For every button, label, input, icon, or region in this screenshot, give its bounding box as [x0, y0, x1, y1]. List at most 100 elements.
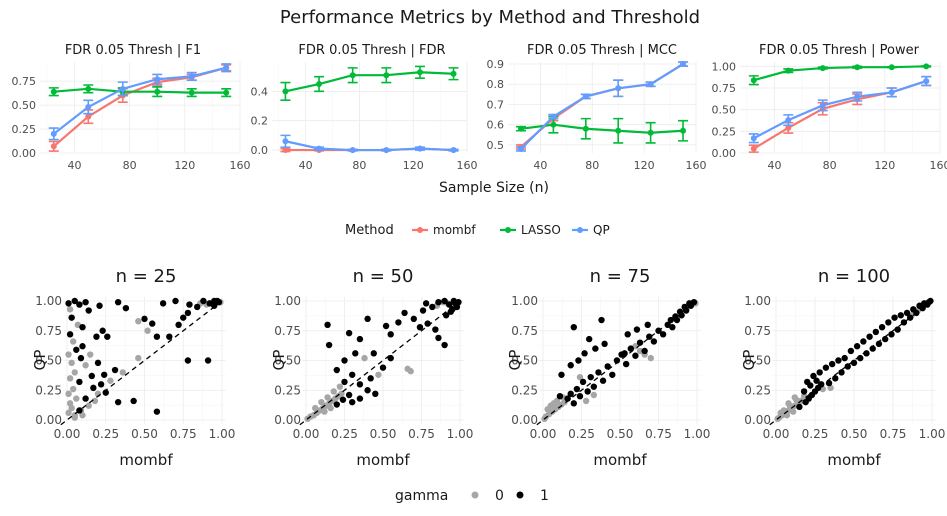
data-point — [154, 76, 161, 83]
scatter-point — [650, 338, 658, 345]
scatter-point — [422, 300, 430, 307]
data-point — [750, 145, 757, 152]
scatter-point — [88, 372, 96, 380]
method-legend-title: Method — [345, 223, 394, 238]
scatter-point — [401, 309, 408, 317]
scatter-point — [70, 338, 77, 345]
data-point — [785, 124, 792, 131]
scatter-point — [550, 400, 557, 407]
data-point — [349, 147, 356, 154]
scatter-point — [364, 315, 371, 323]
x-tick-label: 80 — [823, 159, 837, 172]
scatter-point — [65, 300, 72, 307]
data-point — [416, 69, 423, 76]
data-point — [282, 138, 289, 145]
scatter-point — [432, 326, 439, 333]
scatter-point — [194, 303, 201, 311]
scatter-point — [184, 309, 192, 317]
identity-line — [536, 300, 698, 426]
y-tick-label: 1.00 — [274, 294, 301, 308]
scatter-point — [789, 408, 797, 415]
scatter-point — [79, 343, 86, 350]
scatter-panel: n = 25 0.000.00 0.25 0.25 0.50 0.50 0.75 0.75 1.… — [31, 266, 235, 469]
x-tick-label: 0.50 — [841, 427, 868, 441]
y-tick-label: 1.00 — [744, 294, 771, 308]
y-tick-label: 1.00 — [35, 294, 62, 308]
scatter-point — [866, 333, 873, 340]
x-tick-label: 0.75 — [408, 427, 435, 441]
line-panels: FDR 0.05 Thresh | F1 0.00 0.25 0.50 0.75 40 80… — [12, 43, 947, 172]
scatter-panel: n = 75 0.000.00 0.25 0.25 0.50 0.50 0.75 0.75 1.… — [506, 266, 710, 469]
x-tick-label: 120 — [403, 159, 424, 172]
scatter-point — [667, 316, 675, 324]
x-tick-label: 160 — [930, 159, 947, 172]
method-legend-items: mombf LASSO QP — [412, 223, 610, 237]
scatter-point — [104, 333, 111, 340]
x-axis-label: mombf — [827, 451, 881, 469]
scatter-point — [361, 354, 368, 362]
identity-line — [299, 300, 461, 426]
gamma-legend-item-0: 0 — [471, 488, 504, 504]
scatter-point — [891, 314, 898, 321]
panel-title: n = 25 — [116, 266, 177, 287]
y-tick-label: 0.4 — [251, 85, 269, 98]
scatter-point — [387, 331, 394, 338]
scatter-point — [897, 312, 904, 319]
panel-title: FDR 0.05 Thresh | MCC — [527, 43, 677, 58]
scatter-point — [96, 302, 103, 309]
x-tick-label: 80 — [123, 159, 137, 172]
series-line — [520, 63, 684, 148]
x-tick-label: 0.00 — [293, 427, 320, 441]
scatter-point — [186, 301, 193, 308]
scatter-point — [85, 402, 92, 409]
scatter-point — [330, 388, 337, 395]
x-tick-label: 0.50 — [131, 427, 158, 441]
data-point — [582, 93, 589, 100]
series-line — [285, 140, 454, 152]
data-point — [450, 70, 457, 77]
x-tick-label: 120 — [174, 159, 195, 172]
data-point — [854, 64, 861, 71]
scatter-point — [318, 398, 325, 406]
data-point — [854, 93, 861, 100]
scatter-point — [372, 390, 379, 398]
scatter-point — [71, 414, 78, 421]
scatter-point — [82, 395, 89, 402]
x-tick-label: 0.25 — [568, 427, 595, 441]
scatter-point — [91, 397, 99, 405]
scatter-point — [567, 362, 574, 369]
y-tick-label: 0.50 — [712, 104, 737, 117]
scatter-point — [669, 323, 676, 331]
scatter-point — [582, 397, 590, 405]
x-tick-label: 0.50 — [370, 427, 397, 441]
scatter-point — [581, 350, 588, 357]
scatter-point — [885, 319, 892, 326]
series-line — [53, 66, 227, 135]
scatter-point — [847, 347, 855, 355]
scatter-point — [544, 406, 551, 413]
data-point — [188, 73, 195, 80]
y-tick-label: 0.50 — [511, 354, 538, 368]
scatter-point — [76, 378, 83, 386]
gridlines — [40, 62, 241, 154]
scatter-point — [838, 369, 845, 376]
data-point — [282, 88, 289, 95]
data-point — [923, 78, 930, 85]
data-point — [50, 88, 57, 95]
series-line — [53, 66, 227, 148]
series-mombf — [48, 64, 232, 152]
legend-key-dot — [417, 227, 423, 233]
scatter-point — [82, 298, 89, 306]
y-tick-label: 0.00 — [744, 413, 771, 427]
x-tick-label: 160 — [457, 159, 478, 172]
data-point — [119, 85, 126, 92]
scatter-point — [622, 360, 630, 368]
scatter-point — [114, 398, 122, 406]
panel-title: FDR 0.05 Thresh | FDR — [298, 43, 445, 58]
scatter-point — [65, 409, 72, 417]
x-tick-label: 80 — [352, 159, 366, 172]
y-tick-label: 0.8 — [487, 78, 505, 91]
scatter-point — [576, 393, 584, 400]
series-qp — [748, 75, 932, 144]
